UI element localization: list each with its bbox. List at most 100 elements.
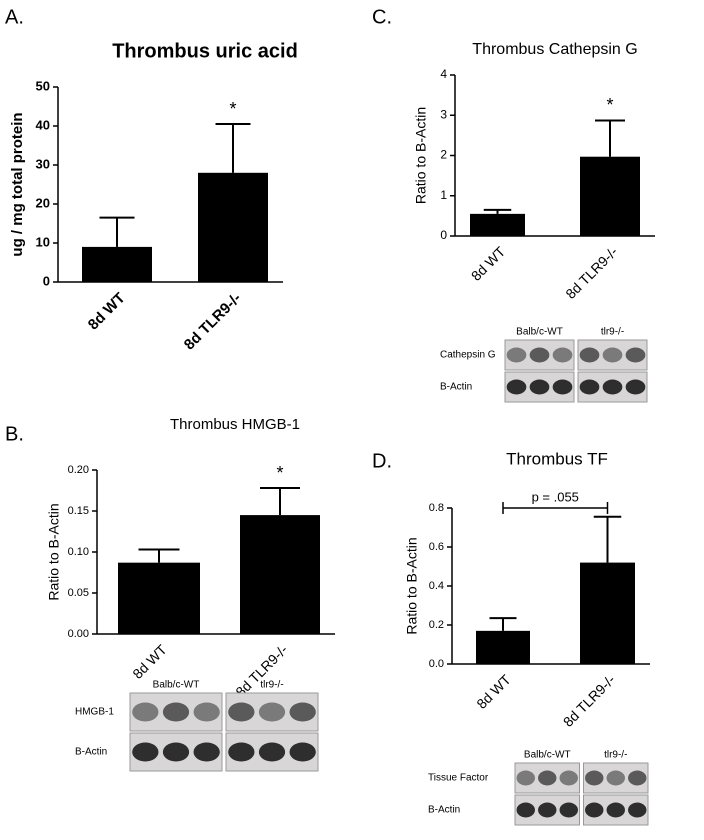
y-tick-label: 0.6 [429,541,444,553]
x-tick-label: 8d TLR9-/- [232,641,291,700]
blot-row-label: Cathepsin G [440,350,496,361]
blot-band [162,742,190,762]
significance-mark: * [229,99,236,119]
blot-band [625,379,646,395]
y-tick-label: 0.2 [429,619,444,631]
y-tick-label: 10 [36,234,50,249]
blot-band [552,347,573,363]
chart-title: Thrombus Cathepsin G [472,41,637,58]
blot-band [516,802,535,818]
panel-label: C. [372,6,392,28]
y-tick-label: 1 [440,188,447,202]
blot-band [585,802,604,818]
blot-row-label: B-Actin [75,747,107,758]
blot-band [552,379,573,395]
blot-band [228,742,255,762]
y-tick-label: 20 [36,195,50,210]
panel-label: D. [372,450,392,472]
significance-mark: * [606,95,613,115]
blot-band [602,379,623,395]
blot-group-label: tlr9-/- [260,680,283,691]
blot-group-label: tlr9-/- [601,327,624,338]
blot-row-label: B-Actin [428,805,460,816]
significance-mark: * [276,463,283,483]
y-tick-label: 0 [440,228,447,242]
blot-band [625,347,646,363]
bar [476,630,530,664]
y-tick-label: 2 [440,148,447,162]
x-tick-label: 8d WT [468,243,509,284]
chart-title: Thrombus uric acid [112,40,298,62]
chart-title: Thrombus TF [506,449,608,468]
blot-band [585,770,604,786]
blot-band [538,770,557,786]
blot-band [258,702,286,722]
y-axis-label: Ratio to B-Actin [413,107,429,204]
blot-row-label: Tissue Factor [428,773,489,784]
blot-band [538,802,557,818]
y-tick-label: 0 [43,273,50,288]
blot-band [606,770,625,786]
bar [198,172,268,282]
blot-group-label: tlr9-/- [604,750,627,761]
blot-band [132,702,159,722]
blot-band [628,770,647,786]
x-tick-label: 8d WT [129,641,170,682]
blot-band [228,702,255,722]
x-tick-label: 8d WT [85,290,129,334]
blot-band [602,347,623,363]
blot-group-label: Balb/c-WT [516,327,563,338]
blot-band [579,379,600,395]
y-tick-label: 0.4 [429,580,444,592]
blot-band [506,379,527,395]
x-tick-label: 8d TLR9-/- [560,671,619,730]
blot-group-label: Balb/c-WT [524,750,571,761]
blot-band [132,742,159,762]
blot-band [606,802,625,818]
bar [580,156,640,236]
y-axis-label: Ratio to B-Actin [46,503,62,600]
y-tick-label: 3 [440,107,447,121]
chart-title: Thrombus HMGB-1 [170,416,300,433]
y-tick-label: 40 [36,117,50,132]
x-tick-label: 8d WT [473,671,514,712]
y-axis-label: Ratio to B-Actin [404,537,420,634]
bar [470,213,525,236]
blot-band [529,347,550,363]
bar [240,515,320,634]
y-axis-label: ug / mg total protein [9,112,26,256]
panel-label: B. [5,423,24,445]
blot-band [559,802,578,818]
blot-band [162,702,190,722]
blot-band [289,702,316,722]
blot-band [506,347,527,363]
blot-band [529,379,550,395]
blot-group-label: Balb/c-WT [153,680,200,691]
x-tick-label: 8d TLR9-/- [562,243,621,302]
bar [82,246,152,282]
y-tick-label: 0.05 [68,587,89,599]
blot-band [628,802,647,818]
y-tick-label: 0.10 [68,546,89,558]
blot-band [289,742,316,762]
blot-row-label: B-Actin [440,382,472,393]
y-tick-label: 0.15 [68,505,89,517]
y-tick-label: 4 [440,67,447,81]
p-value: p = .055 [532,489,579,504]
y-tick-label: 0.20 [68,464,89,476]
y-tick-label: 30 [36,156,50,171]
blot-band [559,770,578,786]
y-tick-label: 0.00 [68,628,89,640]
x-tick-label: 8d TLR9-/- [181,290,245,354]
blot-band [579,347,600,363]
blot-band [193,702,220,722]
blot-band [516,770,535,786]
panel-label: A. [5,6,24,28]
y-tick-label: 0.0 [429,658,444,670]
blot-band [193,742,220,762]
blot-row-label: HMGB-1 [75,707,114,718]
y-tick-label: 0.8 [429,502,444,514]
y-tick-label: 50 [36,78,50,93]
bar [580,562,635,664]
